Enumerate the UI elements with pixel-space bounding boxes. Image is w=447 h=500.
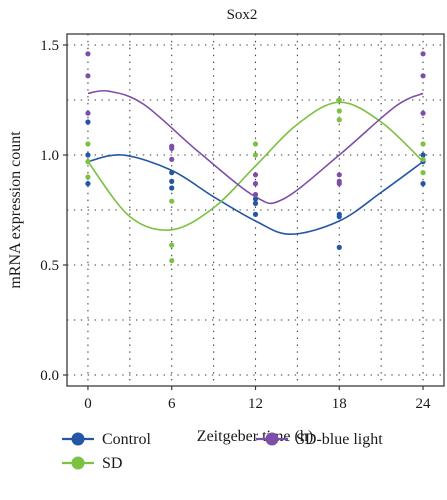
legend-label-control: Control bbox=[102, 431, 151, 448]
data-point bbox=[420, 152, 426, 158]
data-point bbox=[85, 152, 91, 158]
data-point bbox=[169, 156, 175, 162]
legend-item-sd: SD bbox=[62, 455, 122, 472]
legend-item-sd-blue-light: SD-blue light bbox=[256, 431, 383, 448]
fit-curve bbox=[87, 101, 424, 231]
data-point bbox=[252, 141, 259, 147]
y-axis-ticks: 0.0 0.5 1.0 1.5 bbox=[40, 38, 67, 384]
plot-area bbox=[66, 33, 445, 387]
x-tick-label: 12 bbox=[248, 396, 263, 412]
x-tick-label: 6 bbox=[168, 396, 176, 412]
data-point bbox=[85, 51, 91, 57]
data-point bbox=[85, 110, 91, 116]
y-tick-label: 1.0 bbox=[40, 148, 59, 164]
legend-item-control: Control bbox=[62, 431, 151, 448]
data-point bbox=[336, 108, 342, 114]
data-point bbox=[336, 97, 342, 103]
x-axis-ticks: 0 6 12 18 24 bbox=[84, 386, 431, 412]
data-point bbox=[85, 181, 91, 187]
legend: Control SD SD-blue light bbox=[62, 431, 383, 472]
y-tick-label: 0.5 bbox=[40, 258, 59, 274]
data-point bbox=[336, 172, 342, 178]
data-point bbox=[252, 211, 259, 217]
data-point bbox=[169, 145, 175, 151]
legend-swatch-dot bbox=[71, 456, 85, 470]
data-point bbox=[420, 156, 426, 162]
data-point bbox=[85, 159, 91, 165]
data-point bbox=[85, 141, 91, 147]
legend-label-sd-blue-light: SD-blue light bbox=[296, 431, 383, 448]
data-point bbox=[252, 196, 259, 202]
data-points bbox=[85, 51, 426, 264]
data-point bbox=[252, 172, 259, 178]
y-tick-label: 1.5 bbox=[40, 38, 59, 54]
x-axis-title: Zeitgeber time (h) bbox=[197, 428, 313, 445]
data-point bbox=[169, 242, 175, 248]
chart-title: Sox2 bbox=[227, 7, 258, 23]
data-point bbox=[420, 181, 426, 187]
grid bbox=[67, 34, 444, 386]
x-tick-label: 0 bbox=[84, 396, 92, 412]
data-point bbox=[169, 185, 175, 191]
data-point bbox=[252, 181, 259, 187]
data-point bbox=[420, 73, 426, 79]
x-tick-label: 24 bbox=[416, 396, 432, 412]
data-point bbox=[169, 178, 175, 184]
legend-swatch-dot bbox=[265, 432, 279, 446]
data-point bbox=[252, 152, 259, 158]
data-point bbox=[420, 141, 426, 147]
y-tick-label: 0.0 bbox=[40, 368, 59, 384]
x-tick-label: 18 bbox=[332, 396, 347, 412]
data-point bbox=[85, 174, 91, 180]
legend-label-sd: SD bbox=[102, 455, 122, 472]
data-point bbox=[420, 110, 426, 116]
legend-swatch-dot bbox=[71, 432, 85, 446]
fit-curve bbox=[87, 154, 424, 236]
data-point bbox=[85, 73, 91, 79]
data-point bbox=[169, 258, 175, 264]
data-point bbox=[336, 117, 342, 123]
y-axis-title: mRNA expression count bbox=[7, 131, 24, 289]
data-point bbox=[85, 119, 91, 125]
data-point bbox=[252, 200, 259, 206]
data-point bbox=[420, 170, 426, 176]
data-point bbox=[169, 198, 175, 204]
data-point bbox=[252, 192, 259, 198]
data-point bbox=[336, 244, 342, 250]
data-point bbox=[420, 51, 426, 57]
data-point bbox=[169, 170, 175, 176]
data-point bbox=[336, 214, 342, 220]
data-point bbox=[336, 181, 342, 187]
